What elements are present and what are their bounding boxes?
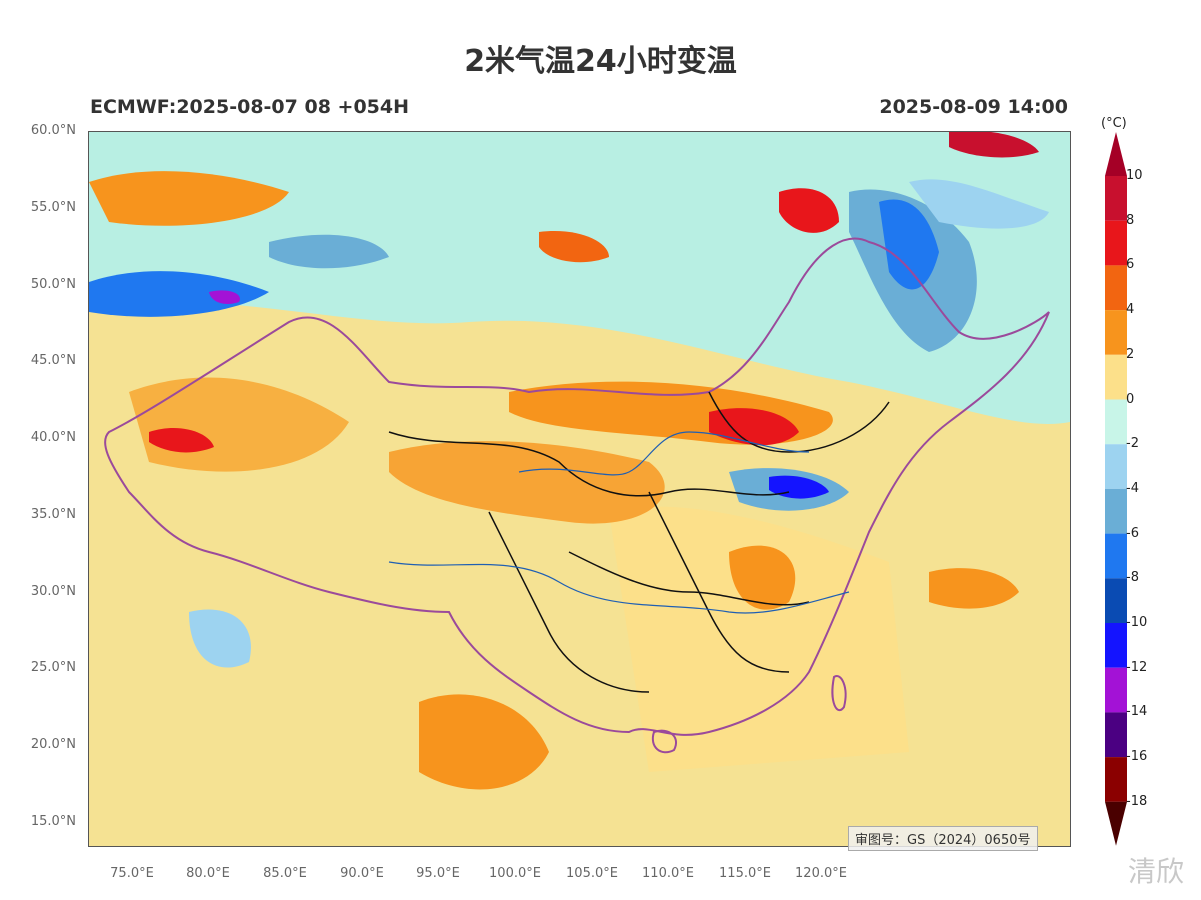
map-approval-number: 审图号：GS（2024）0650号 xyxy=(848,826,1038,851)
colorbar-tick-label: -2 xyxy=(1126,436,1139,452)
colorbar-segment xyxy=(1105,488,1127,534)
lat-label-20n: 20.0°N xyxy=(30,737,76,752)
watermark: 清欣 xyxy=(1128,855,1185,888)
lon-label-110e: 110.0°E xyxy=(642,866,694,881)
colorbar-unit: (°C) xyxy=(1101,116,1127,131)
colorbar-segment xyxy=(1105,265,1127,311)
lat-label-15n: 15.0°N xyxy=(30,814,76,829)
lat-label-50n: 50.0°N xyxy=(30,277,76,292)
colorbar-tick-label: -16 xyxy=(1126,749,1148,765)
colorbar-extend-top xyxy=(1105,132,1127,176)
colorbar-segment xyxy=(1105,354,1127,400)
colorbar-tick-label: 2 xyxy=(1126,346,1135,362)
colorbar-segment xyxy=(1105,712,1127,758)
valid-time-label: 2025-08-09 14:00 xyxy=(879,96,1068,118)
colorbar-segment xyxy=(1105,220,1127,266)
colorbar-extend-bottom xyxy=(1105,801,1127,846)
lat-label-55n: 55.0°N xyxy=(30,200,76,215)
lat-label-35n: 35.0°N xyxy=(30,507,76,522)
lon-label-105e: 105.0°E xyxy=(566,866,618,881)
colorbar-tick-label: -6 xyxy=(1126,525,1139,541)
map-title: 2米气温24小时变温 xyxy=(464,44,737,79)
lat-label-25n: 25.0°N xyxy=(30,660,76,675)
colorbar-segment xyxy=(1105,399,1127,445)
colorbar-tick-label: -4 xyxy=(1126,480,1139,496)
colorbar-segment xyxy=(1105,667,1127,713)
colorbar-tick-label: 8 xyxy=(1126,212,1135,228)
colorbar-segment xyxy=(1105,533,1127,579)
colorbar-tick-label: -10 xyxy=(1126,615,1148,630)
lon-label-75e: 75.0°E xyxy=(110,866,154,881)
colorbar-tick-label: 4 xyxy=(1126,302,1135,318)
lon-label-80e: 80.0°E xyxy=(186,866,230,881)
lat-label-30n: 30.0°N xyxy=(30,584,76,599)
temperature-change-map xyxy=(88,131,1071,847)
colorbar-tick-label: -18 xyxy=(1126,793,1148,809)
colorbar-segment xyxy=(1105,310,1127,355)
map-canvas xyxy=(89,132,1070,846)
lon-label-100e: 100.0°E xyxy=(489,866,541,881)
colorbar-tick-label: -14 xyxy=(1126,704,1148,720)
lon-label-120e: 120.0°E xyxy=(795,866,847,881)
colorbar-tick-label: -12 xyxy=(1126,659,1148,675)
lat-label-40n: 40.0°N xyxy=(30,430,76,445)
colorbar-segment xyxy=(1105,578,1127,623)
lon-label-95e: 95.0°E xyxy=(416,866,460,881)
colorbar-segment xyxy=(1105,623,1127,668)
lat-label-45n: 45.0°N xyxy=(30,353,76,368)
lon-label-115e: 115.0°E xyxy=(719,866,771,881)
colorbar-tick-label: -8 xyxy=(1126,570,1139,586)
model-run-label: ECMWF:2025-08-07 08 +054H xyxy=(90,96,410,118)
lat-label-60n: 60.0°N xyxy=(30,123,76,138)
lon-label-85e: 85.0°E xyxy=(263,866,307,881)
colorbar-tick-label: 10 xyxy=(1126,168,1143,183)
colorbar-segment xyxy=(1105,176,1127,221)
lon-label-90e: 90.0°E xyxy=(340,866,384,881)
colorbar xyxy=(1105,132,1127,846)
colorbar-tick-label: 0 xyxy=(1126,391,1135,407)
colorbar-segment xyxy=(1105,444,1127,489)
colorbar-segment xyxy=(1105,757,1127,802)
colorbar-tick-label: 6 xyxy=(1126,257,1135,273)
